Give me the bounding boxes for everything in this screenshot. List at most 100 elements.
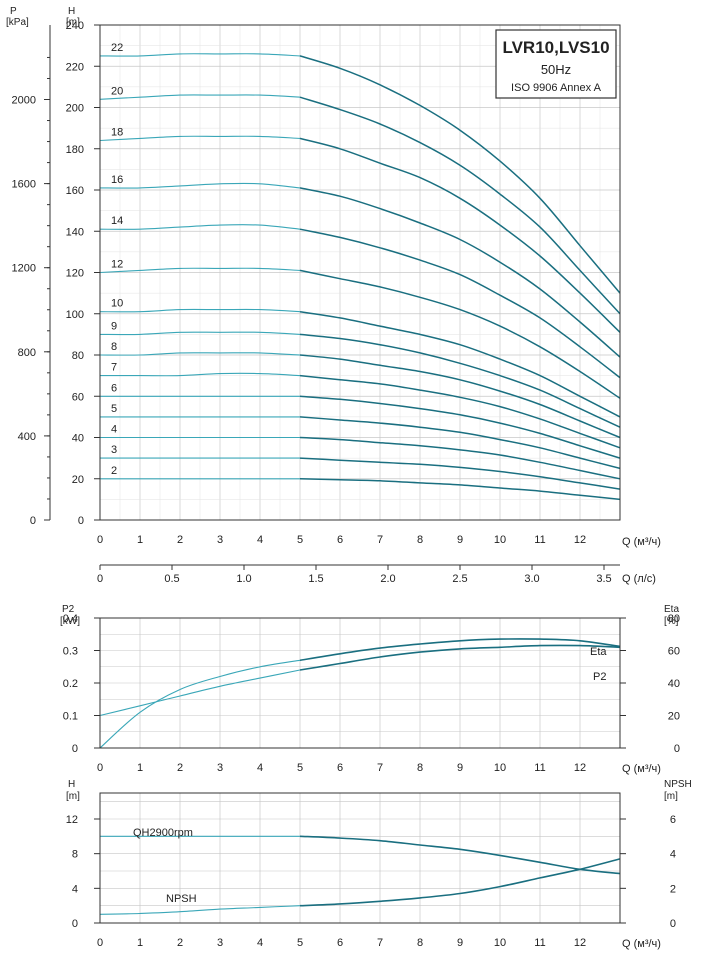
qh-q-tick-label: 8 (417, 534, 423, 546)
qh-curve-label-9: 9 (111, 320, 117, 332)
p2-q-tick-label: 8 (417, 762, 423, 774)
p2-q-tick-label: 7 (377, 762, 383, 774)
p2-axis-title: P2 [kW] (60, 604, 80, 627)
p2-curves (99, 638, 621, 749)
p-axis-title: P [kPa] (6, 6, 29, 28)
qh-ls-axis-label: Q (л/с) (622, 573, 656, 585)
npsh-curves (99, 835, 621, 915)
p2-tick-label: 0.3 (63, 646, 78, 658)
p2-q-tick-label: 5 (297, 762, 303, 774)
npsh-q-tick-label: 1 (137, 937, 143, 949)
p2-q-axis: 0 1 2 3 4 5 6 7 8 9 10 11 12 (97, 762, 586, 774)
npsh-q-tick-label: 3 (217, 937, 223, 949)
qh-ls-tick-label: 2.0 (380, 573, 395, 585)
qh-curve-18 (299, 137, 621, 333)
qh-h-tick-label: 120 (66, 268, 84, 280)
p2-axis-title-line1: P2 (62, 604, 75, 615)
p2-grid (99, 617, 621, 749)
qh-ls-tick-label: 3.0 (524, 573, 539, 585)
qh-q-tick-label: 6 (337, 534, 343, 546)
npsh-axis-title: NPSH [m] (664, 779, 695, 802)
npsh-h-axis-title-line2: [m] (66, 791, 80, 802)
qh-curve-label-12: 12 (111, 259, 123, 271)
p2-tick-label: 0.4 (63, 613, 78, 625)
qh-q-axis-label: Q (м³/ч) (622, 536, 661, 548)
qh-h-tick-label: 180 (66, 144, 84, 156)
qh-curve-labels: 2 3 4 5 6 7 8 9 10 12 14 16 18 20 22 (111, 42, 123, 477)
npsh-h-tick-label: 12 (66, 814, 78, 826)
qh-q-tick-label: 4 (257, 534, 263, 546)
eta-tick-label: 40 (668, 678, 680, 690)
qh-p-tick-label: 400 (18, 431, 36, 443)
qh-p-tick-label: 800 (18, 347, 36, 359)
p2-q-tick-label: 3 (217, 762, 223, 774)
qh-q-tick-label: 1 (137, 534, 143, 546)
qh-grid (99, 24, 621, 521)
qh-h-tick-label: 100 (66, 309, 84, 321)
qh-curve-22-light (99, 53, 301, 57)
qh-p-tick-label: 1600 (12, 179, 36, 191)
p2-q-tick-label: 2 (177, 762, 183, 774)
qh-curve-6 (299, 395, 621, 459)
npsh-tick-label: 2 (670, 883, 676, 895)
qh-ls-tick-label: 0 (97, 573, 103, 585)
npsh-tick-label: 0 (670, 918, 676, 930)
qh-h-tick-label: 140 (66, 226, 84, 238)
p2-q-tick-label: 4 (257, 762, 263, 774)
npsh-tick-label: 4 (670, 849, 676, 861)
qh-q-tick-label: 10 (494, 534, 506, 546)
npsh-grid (99, 793, 621, 924)
npsh-q-tick-label: 5 (297, 937, 303, 949)
qh-curve-14-light (99, 224, 301, 230)
qh-curve-5 (299, 416, 621, 470)
npsh-q-tick-label: 8 (417, 937, 423, 949)
qh-curve-7-light (100, 372, 301, 377)
qh-h-tick-label: 60 (72, 391, 84, 403)
h-axis-title-line1: H (68, 6, 75, 17)
p2-curve-eta (299, 638, 621, 662)
npsh-plot-frame (99, 792, 621, 924)
qh-h-tick-label: 40 (72, 433, 84, 445)
p2-axis: 0 0.1 0.2 0.3 0.4 (63, 613, 100, 755)
qh-curve-label-20: 20 (111, 85, 123, 97)
qh-ls-tick-label: 3.5 (596, 573, 611, 585)
p-axis-title-line2: [kPa] (6, 17, 29, 28)
eta-axis-title-line1: Eta (664, 604, 679, 615)
npsh-q-axis: 0 1 2 3 4 5 6 7 8 9 10 11 12 (97, 937, 586, 949)
npsh-h-axis: 0 4 8 12 (66, 814, 100, 930)
npsh-curve-label: NPSH (166, 893, 197, 905)
h-axis-title-line2: [m] (66, 17, 80, 28)
chart-title: LVR10,LVS10 (502, 38, 609, 57)
eta-axis-title: Eta [%] (664, 604, 682, 627)
qh-p-tick-label: 2000 (12, 95, 36, 107)
qh-curve-label-5: 5 (111, 403, 117, 415)
p-axis-title-line1: P (10, 6, 17, 17)
npsh-h-tick-label: 0 (72, 918, 78, 930)
qh-curve-4 (299, 436, 621, 480)
npsh-q-tick-label: 9 (457, 937, 463, 949)
qh-curve-label-3: 3 (111, 444, 117, 456)
npsh-axis-title-line2: [m] (664, 791, 678, 802)
qh-h-tick-label: 20 (72, 474, 84, 486)
qh-curve-22 (299, 55, 621, 294)
npsh-axis-title-line1: NPSH (664, 779, 692, 790)
qh-q-tick-label: 9 (457, 534, 463, 546)
qh-q-tick-label: 12 (574, 534, 586, 546)
qh-curves (99, 53, 621, 501)
p2-curve-p2 (299, 644, 621, 671)
qh-q-tick-label: 0 (97, 534, 103, 546)
npsh-curve-qh2900rpm (299, 835, 621, 875)
p2-q-tick-label: 6 (337, 762, 343, 774)
p2-q-tick-label: 12 (574, 762, 586, 774)
title-box-frame (495, 29, 617, 99)
qh-curve-9-light (99, 331, 301, 336)
qh-curve-label-8: 8 (111, 341, 117, 353)
qh-p-tick-label: 0 (30, 515, 36, 527)
qh-curve-8-light (99, 352, 301, 356)
p2-axis-title-line2: [kW] (60, 616, 80, 627)
npsh-h-tick-label: 8 (72, 849, 78, 861)
eta-axis-title-line2: [%] (664, 616, 679, 627)
